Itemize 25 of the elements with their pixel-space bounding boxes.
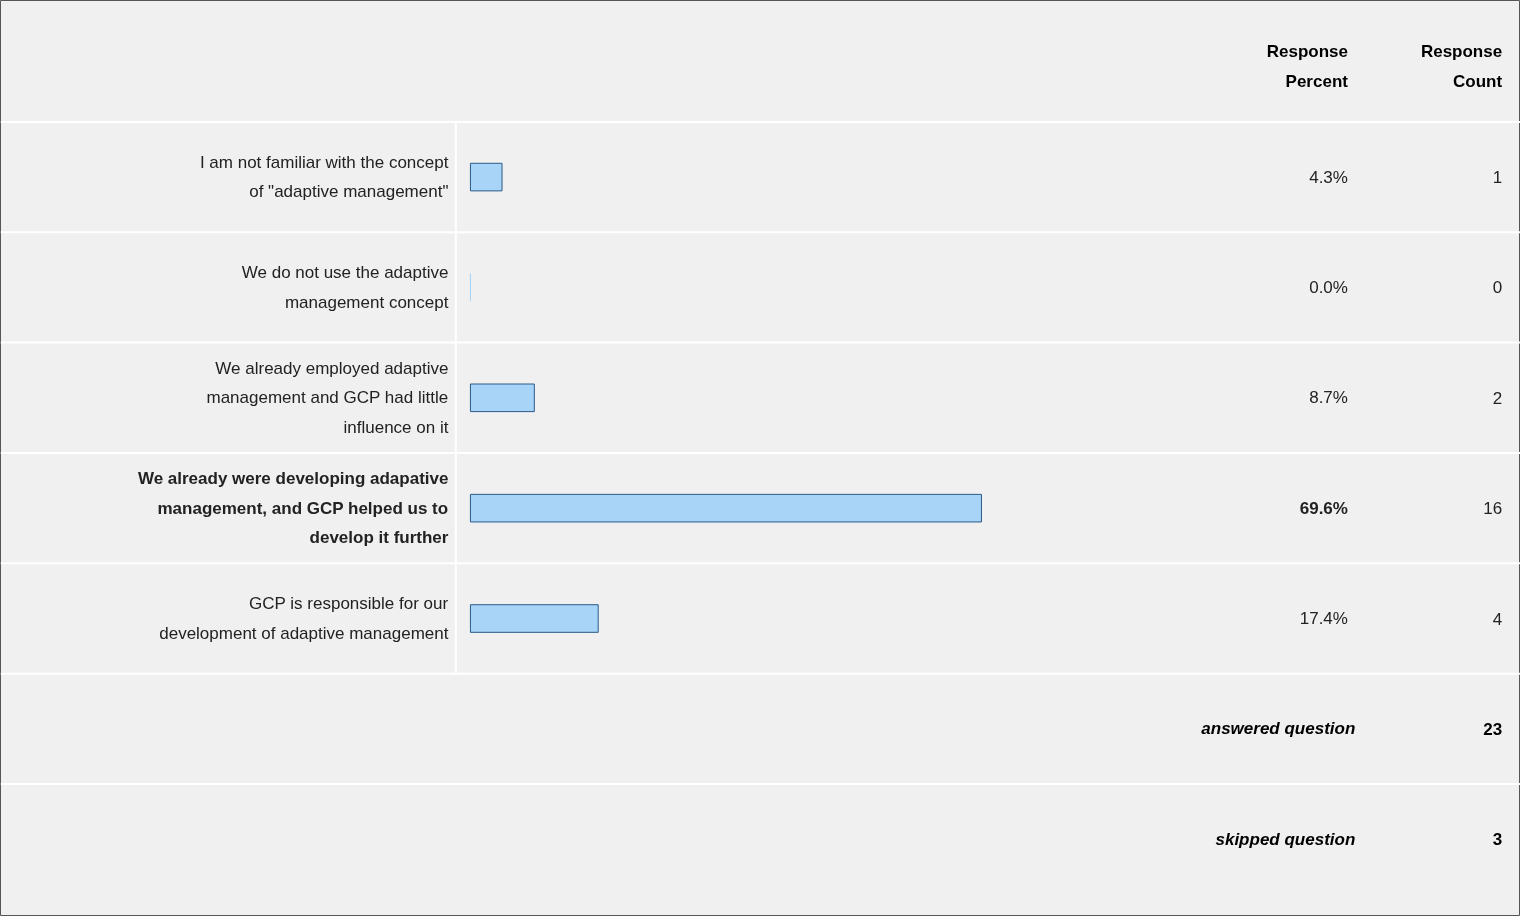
text: 4 <box>1492 609 1503 629</box>
data-label: 17.4% <box>1299 609 1348 629</box>
text: Response Percent <box>1266 42 1349 91</box>
text: 0 <box>1492 278 1503 298</box>
data-label: 0.0% <box>1309 277 1348 297</box>
text: 1 <box>1492 168 1503 188</box>
bar <box>469 383 535 413</box>
text: 16 <box>1483 499 1503 519</box>
text: skipped question <box>1215 829 1356 849</box>
text: 3 <box>1492 830 1503 850</box>
bar <box>469 162 503 192</box>
y-tick-label: GCP is responsible for our development of adaptive management <box>159 594 449 643</box>
data-label: 4.3% <box>1309 167 1348 187</box>
data-label: 69.6% <box>1299 498 1348 518</box>
y-tick-label: We already were developing adapative management, and GCP helped us to develop it further <box>137 469 449 548</box>
data-label: 8.7% <box>1309 388 1348 408</box>
text: 23 <box>1483 719 1503 739</box>
bar <box>469 493 982 523</box>
bar <box>469 604 599 633</box>
text: Response Count <box>1420 42 1503 91</box>
y-tick-label: I am not familiar with the concept of "adaptive management" <box>199 152 449 202</box>
y-tick-label: We do not use the adaptive management concept <box>241 263 449 312</box>
text: answered question <box>1201 719 1356 739</box>
y-tick-label: We already employed adaptive management and GCP had little influence on it <box>206 358 449 437</box>
text: 2 <box>1492 388 1503 408</box>
